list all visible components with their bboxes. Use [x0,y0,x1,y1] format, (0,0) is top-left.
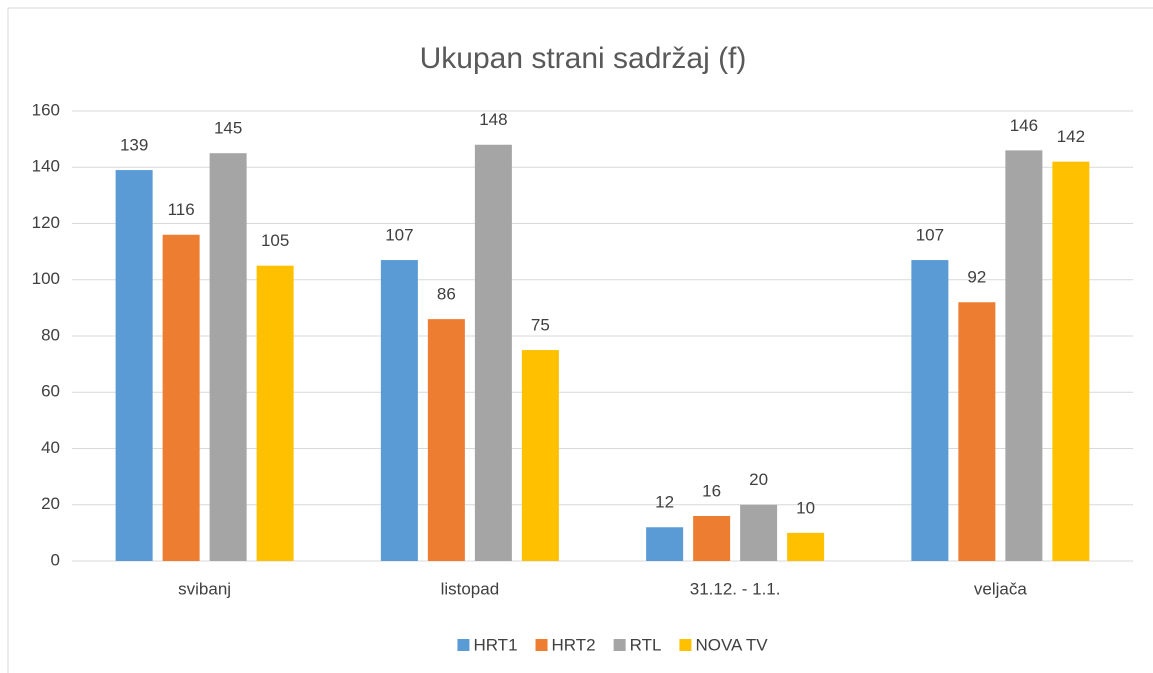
legend-label: RTL [630,635,662,654]
data-label: 86 [437,285,456,304]
bar [693,516,731,561]
bar [1052,161,1090,561]
y-tick-label: 100 [32,269,60,288]
data-label: 145 [214,119,242,138]
y-tick-label: 0 [51,550,60,569]
bar [521,350,559,561]
bar [115,170,153,561]
bar [380,260,418,561]
data-label: 20 [749,470,768,489]
data-label: 139 [120,136,148,155]
data-label: 12 [655,493,674,512]
bar [1005,150,1043,561]
y-tick-label: 20 [41,494,60,513]
data-label: 146 [1010,116,1038,135]
y-tick-label: 60 [41,382,60,401]
data-label: 116 [168,200,195,219]
bar [787,532,825,561]
x-tick-label: listopad [441,579,500,598]
data-label: 107 [385,226,413,245]
bar [958,302,996,561]
bar [256,265,294,561]
x-tick-label: svibanj [178,579,231,598]
data-label: 105 [261,231,289,250]
bar [646,527,684,561]
data-label: 75 [531,316,550,335]
y-tick-label: 140 [32,157,60,176]
bar [474,144,512,561]
chart-title: Ukupan strani sadržaj (f) [420,42,747,75]
x-tick-label: 31.12. - 1.1. [690,579,781,598]
y-tick-label: 120 [32,213,60,232]
data-label: 107 [916,226,944,245]
data-label: 142 [1057,127,1085,146]
chart-border [7,7,1153,673]
legend-swatch [535,639,548,651]
data-label: 10 [796,498,815,517]
legend-swatch [613,639,626,651]
y-tick-label: 80 [41,325,60,344]
bar [162,234,200,561]
bar [427,319,465,561]
legend-swatch [679,639,692,651]
bar [911,260,949,561]
legend-label: HRT1 [473,635,517,654]
data-label: 92 [967,268,986,287]
y-tick-label: 40 [41,438,60,457]
legend-label: NOVA TV [695,635,768,654]
legend-label: HRT2 [552,635,596,654]
data-label: 16 [702,481,721,500]
bar [209,153,247,561]
x-tick-label: veljača [974,579,1027,598]
legend-swatch [457,639,470,651]
data-label: 148 [479,110,507,129]
y-tick-label: 160 [32,100,60,119]
bar [740,504,778,561]
